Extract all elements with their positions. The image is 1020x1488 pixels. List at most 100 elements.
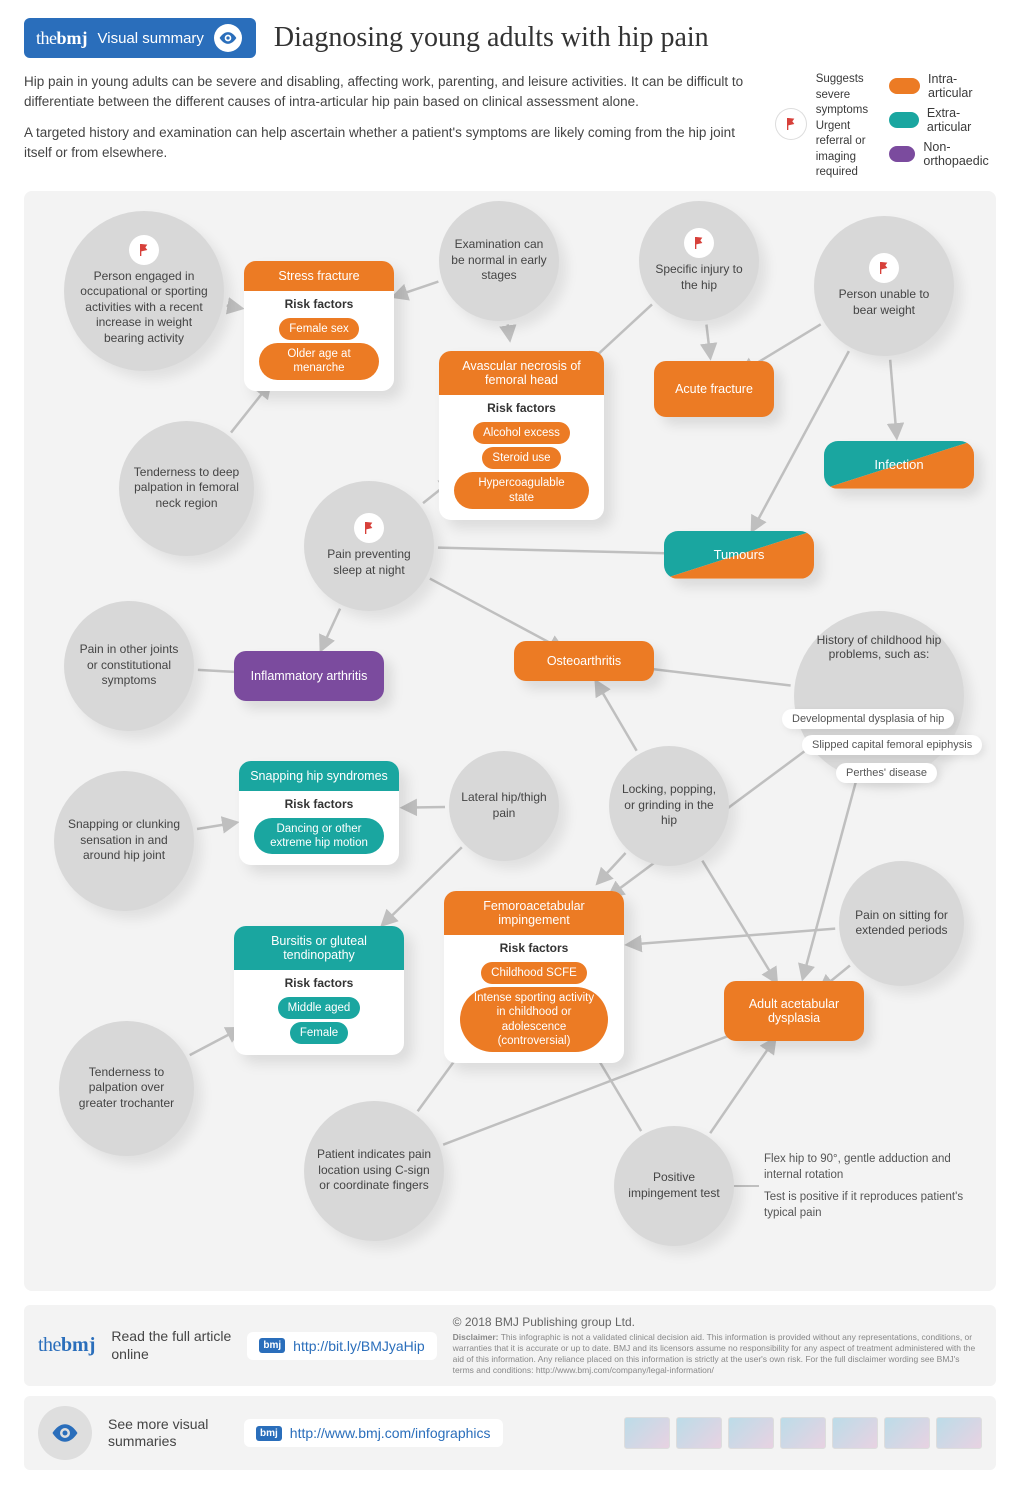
see-more-label: See more visual summaries: [108, 1416, 228, 1451]
symptom-label: Snapping or clunking sensation in and ar…: [66, 817, 182, 864]
read-full-label: Read the full article online: [111, 1328, 231, 1363]
risk-chip: Steroid use: [482, 447, 560, 469]
intro-p1: Hip pain in young adults can be severe a…: [24, 72, 756, 113]
risk-chip: Dancing or other extreme hip motion: [254, 818, 384, 855]
diagnosis-label: Bursitis or gluteal tendinopathy: [234, 926, 404, 970]
flag-icon: [129, 235, 159, 265]
risk-chip: Childhood SCFE: [481, 962, 587, 984]
diagnosis-label: Inflammatory arthritis: [251, 669, 368, 683]
edge: [710, 1039, 775, 1133]
symptom-examnorm: Examination can be normal in early stage…: [439, 201, 559, 321]
edge: [508, 324, 510, 339]
article-link[interactable]: bmj http://bit.ly/BMJyaHip: [247, 1332, 436, 1360]
footer-row-article: thebmj Read the full article online bmj …: [24, 1305, 996, 1387]
legend-colors: Intra-articular Extra-articular Non-orthop…: [889, 72, 996, 168]
symptom-occ: Person engaged in occupational or sporti…: [64, 211, 224, 371]
diagnosis-label: Tumours: [714, 547, 765, 562]
diagnosis-infection: Infection: [824, 441, 974, 489]
symptom-label: Lateral hip/thigh pain: [461, 790, 547, 821]
article-url: http://bit.ly/BMJyaHip: [293, 1338, 425, 1354]
legend-label: Intra-articular: [928, 72, 996, 100]
swatch: [889, 146, 916, 162]
diagnosis-stress: Stress fractureRisk factorsFemale sexOld…: [244, 261, 394, 391]
note-line: Test is positive if it reproduces patien…: [764, 1189, 964, 1221]
diagnosis-label: Snapping hip syndromes: [239, 761, 399, 791]
edge: [231, 383, 270, 432]
symptom-label: Person engaged in occupational or sporti…: [76, 269, 212, 347]
diagnosis-oa: Osteoarthritis: [514, 641, 654, 681]
diagnosis-label: Stress fracture: [244, 261, 394, 291]
legend-label: Extra-articular: [927, 106, 996, 134]
risk-factors-label: Risk factors: [234, 970, 404, 994]
edge: [628, 928, 835, 944]
legend-color-row: Intra-articular: [889, 72, 996, 100]
edge: [197, 822, 236, 828]
history-chip: Perthes' disease: [836, 763, 937, 783]
page-title: Diagnosing young adults with hip pain: [274, 22, 709, 54]
intro-p2: A targeted history and examination can h…: [24, 123, 756, 164]
infographics-link[interactable]: bmj http://www.bmj.com/infographics: [244, 1419, 503, 1447]
thumbnail: [936, 1417, 982, 1449]
symptom-weight: Person unable to bear weight: [814, 216, 954, 356]
copyright: © 2018 BMJ Publishing group Ltd.: [453, 1315, 982, 1331]
diagnosis-bursitis: Bursitis or gluteal tendinopathyRisk fac…: [234, 926, 404, 1056]
infographics-url: http://www.bmj.com/infographics: [290, 1425, 491, 1441]
bmj-mini-icon-2: bmj: [256, 1426, 282, 1441]
diagnosis-label: Adult acetabular dysplasia: [736, 997, 852, 1025]
note-line: Flex hip to 90°, gentle adduction and in…: [764, 1151, 964, 1183]
diagnosis-fai: Femoroacetabular impingementRisk factors…: [444, 891, 624, 1064]
symptom-trochant: Tenderness to palpation over greater tro…: [59, 1021, 194, 1156]
edge: [394, 281, 439, 296]
edge: [596, 681, 636, 750]
edge: [890, 359, 896, 436]
thumbnail: [884, 1417, 930, 1449]
thumbnail: [624, 1417, 670, 1449]
risk-chip: Intense sporting activity in childhood o…: [460, 987, 608, 1053]
thumbnail: [676, 1417, 722, 1449]
risk-chip: Hypercoagulable state: [454, 472, 588, 509]
disclaimer-label: Disclaimer:: [453, 1332, 499, 1342]
diagnosis-tumours: Tumours: [664, 531, 814, 579]
symptom-sleep: Pain preventing sleep at night: [304, 481, 434, 611]
brand-bmj: bmj: [57, 28, 88, 48]
diagnosis-snaphip: Snapping hip syndromesRisk factors Dancin…: [239, 761, 399, 866]
swatch: [889, 112, 919, 128]
brand-the: the: [36, 28, 57, 48]
risk-chip: Female: [290, 1022, 348, 1044]
legend-flag-line2: Urgent referral or imaging required: [816, 119, 869, 181]
diagnosis-dysplasia: Adult acetabular dysplasia: [724, 981, 864, 1041]
diagram-canvas: Person engaged in occupational or sporti…: [24, 191, 996, 1291]
symptom-label: Positive impingement test: [626, 1170, 722, 1201]
edge: [227, 305, 241, 308]
symptom-constit: Pain in other joints or constitutional s…: [64, 601, 194, 731]
symptom-label: Patient indicates pain location using C-…: [316, 1147, 432, 1194]
history-chip: Developmental dysplasia of hip: [782, 709, 954, 729]
bmj-mini-icon: bmj: [259, 1338, 285, 1353]
symptom-label: Person unable to bear weight: [826, 287, 942, 318]
legend-flag-line1: Suggests severe symptoms: [816, 72, 869, 119]
thumbnail-strip: [624, 1417, 982, 1449]
edge: [706, 324, 710, 357]
bmj-logo: thebmj: [36, 28, 88, 49]
visual-summary-badge: thebmj Visual summary: [24, 18, 256, 58]
flag-icon: [776, 109, 806, 139]
legend-color-row: Extra-articular: [889, 106, 996, 134]
footer-row-more: See more visual summaries bmj http://www…: [24, 1396, 996, 1470]
diagnosis-avn: Avascular necrosis of femoral headRisk f…: [439, 351, 604, 521]
thumbnail: [832, 1417, 878, 1449]
symptom-label: Tenderness to deep palpation in femoral …: [131, 465, 242, 512]
risk-factors-label: Risk factors: [439, 395, 604, 419]
legend-label: Non-orthopaedic: [923, 140, 996, 168]
symptom-injury: Specific injury to the hip: [639, 201, 759, 321]
footer: thebmj Read the full article online bmj …: [24, 1305, 996, 1471]
edge: [321, 608, 340, 649]
edge: [190, 1028, 241, 1055]
symptom-label: Tenderness to palpation over greater tro…: [71, 1065, 182, 1112]
symptom-label: Examination can be normal in early stage…: [451, 237, 547, 284]
header: thebmj Visual summary Diagnosing young a…: [24, 18, 996, 58]
edge: [702, 860, 776, 981]
symptom-tender: Tenderness to deep palpation in femoral …: [119, 421, 254, 556]
disclaimer-block: © 2018 BMJ Publishing group Ltd. Disclai…: [453, 1315, 982, 1377]
risk-factors-label: Risk factors: [239, 791, 399, 815]
risk-factors-label: Risk factors: [444, 935, 624, 959]
